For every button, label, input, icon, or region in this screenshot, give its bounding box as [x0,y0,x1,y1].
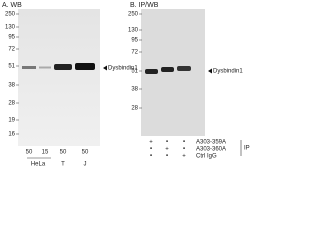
mw-marker: 28 [8,101,15,107]
lane-mark: • [150,147,152,153]
lane-mark: • [150,154,152,160]
band [161,67,174,72]
lane-mark: • [183,147,185,153]
mw-marker: 95 [131,38,138,44]
band [177,66,191,71]
lane-mark: + [165,147,169,153]
mw-marker: 51 [8,64,15,70]
cell-line: T [61,162,65,168]
lane-mark: + [182,154,186,160]
mw-marker: 95 [8,35,15,41]
mw-marker: 38 [131,87,138,93]
target-label: Dysbindin1 [213,69,243,75]
lane-amount: 50 [60,150,67,156]
band [54,64,72,70]
blot-a [18,9,100,146]
lane-mark: + [149,140,153,146]
mw-marker: 28 [131,106,138,112]
mw-marker: 72 [8,47,15,53]
cell-line: J [84,162,87,168]
mw-marker: 16 [8,132,15,138]
mw-marker: 72 [131,50,138,56]
target-label: Dysbindin1 [108,66,138,72]
mw-marker: 51 [131,69,138,75]
mw-marker: 250 [128,12,139,18]
lane-amount: 15 [42,150,49,156]
mw-marker: 250 [5,12,16,18]
panel-b-title: B. IP/WB [130,2,159,9]
arrow [208,68,212,74]
mw-marker: 130 [5,25,16,31]
mw-marker: 130 [128,28,139,34]
mw-marker: 19 [8,118,15,124]
band [145,69,158,74]
band [22,66,36,69]
lane-amount: 50 [82,150,89,156]
row-label: A303-359A [196,140,226,146]
band [39,66,51,69]
band [75,63,95,70]
figure: A. WB Dysbindin1 B. IP/WB Dysbindin1 IP … [2,2,250,168]
lane-amount: 50 [26,150,33,156]
row-label: Ctrl IgG [196,154,217,160]
cell-line: HeLa [31,162,46,168]
panel-a-title: A. WB [2,2,22,9]
mw-marker: 38 [8,83,15,89]
lane-mark: • [166,154,168,160]
group-label: IP [244,146,250,152]
arrow [103,65,107,71]
row-label: A303-360A [196,147,226,153]
lane-mark: • [183,140,185,146]
lane-mark: • [166,140,168,146]
